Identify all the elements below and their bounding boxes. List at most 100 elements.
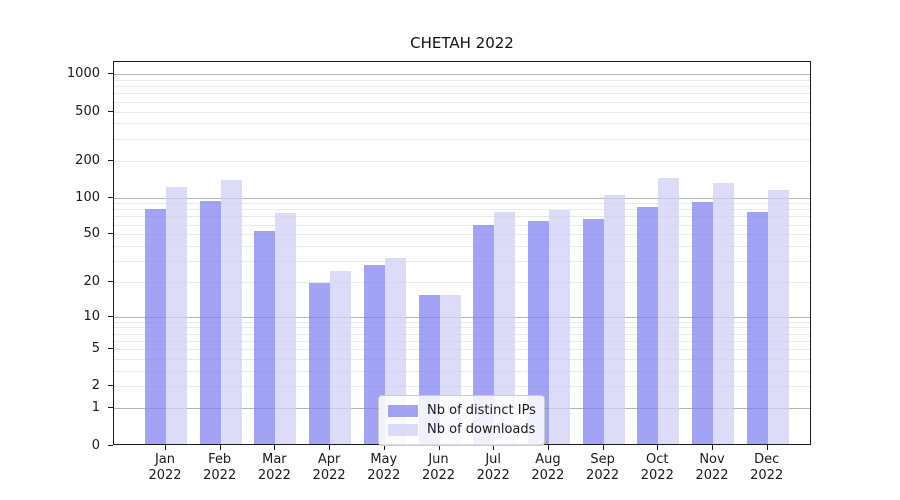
y-tick-label: 2 xyxy=(91,378,100,394)
x-tick-mark xyxy=(712,445,713,450)
x-tick-label: Aug 2022 xyxy=(531,452,565,483)
gridline-minor xyxy=(114,321,810,323)
x-tick-label: Nov 2022 xyxy=(695,452,729,483)
x-tick-mark xyxy=(383,445,385,450)
y-tick-mark xyxy=(108,159,113,161)
x-tick-mark xyxy=(438,445,440,450)
x-tick-label: Dec 2022 xyxy=(750,452,784,483)
bar-downloads-apr xyxy=(330,271,352,444)
bar-ips-sep xyxy=(582,218,604,444)
y-tick-label: 1 xyxy=(91,400,100,416)
gridline-minor xyxy=(114,340,810,342)
bar-ips-nov xyxy=(692,201,713,444)
bar-ips-apr xyxy=(309,283,331,444)
bar-ips-dec xyxy=(746,212,768,444)
y-tick-mark xyxy=(108,348,113,350)
y-tick-mark xyxy=(108,196,113,198)
x-tick-label: Jul 2022 xyxy=(476,452,510,483)
y-tick-label: 0 xyxy=(91,437,100,453)
gridline-minor xyxy=(114,359,810,361)
y-tick-mark xyxy=(108,110,113,112)
x-tick-mark xyxy=(329,445,331,450)
bar-ips-aug xyxy=(527,220,549,444)
x-tick-mark xyxy=(493,445,495,450)
bar-downloads-jul xyxy=(494,212,516,444)
gridline-minor xyxy=(114,203,810,205)
y-tick-mark xyxy=(108,407,113,409)
x-tick-label: Oct 2022 xyxy=(640,452,674,483)
x-tick-mark xyxy=(602,445,604,450)
y-tick-mark xyxy=(108,385,113,387)
y-tick-label: 500 xyxy=(75,103,100,119)
bar-ips-feb xyxy=(199,201,221,444)
bar-downloads-jan xyxy=(166,187,187,444)
bar-downloads-sep xyxy=(603,194,625,444)
legend-swatch-downloads xyxy=(388,423,418,436)
x-tick-mark xyxy=(274,445,276,450)
gridline-minor xyxy=(114,86,810,88)
gridline-minor xyxy=(114,224,810,226)
y-tick-mark xyxy=(108,233,113,235)
y-tick-mark xyxy=(108,73,113,75)
x-tick-label: May 2022 xyxy=(367,452,401,483)
x-tick-mark xyxy=(657,445,659,450)
y-tick-mark xyxy=(108,315,113,317)
x-tick-label: Sep 2022 xyxy=(586,452,620,483)
gridline-minor xyxy=(114,245,810,247)
gridline-major xyxy=(114,316,810,318)
gridline-minor xyxy=(114,216,810,218)
bar-downloads-aug xyxy=(548,209,570,444)
gridline-minor xyxy=(114,123,810,125)
gridline-minor xyxy=(114,80,810,81)
y-tick-label: 1000 xyxy=(66,66,100,82)
gridline-minor xyxy=(114,333,810,335)
bar-downloads-mar xyxy=(275,212,297,444)
y-tick-label: 20 xyxy=(83,273,100,289)
gridline-minor xyxy=(114,160,810,162)
plot-area xyxy=(113,61,811,445)
gridline-major xyxy=(114,74,810,76)
legend-item-distinct-ips: Nb of distinct IPs xyxy=(388,401,536,420)
bar-downloads-dec xyxy=(767,190,789,444)
chart-title: CHETAH 2022 xyxy=(410,34,514,52)
y-tick-mark xyxy=(108,280,113,282)
y-tick-label: 200 xyxy=(75,152,100,168)
gridline-minor xyxy=(114,234,810,236)
x-tick-label: Jun 2022 xyxy=(421,452,456,483)
bar-downloads-feb xyxy=(220,180,242,444)
gridline-minor xyxy=(114,327,810,329)
gridline-minor xyxy=(114,386,810,388)
x-tick-mark xyxy=(766,445,768,450)
y-tick-label: 5 xyxy=(91,341,100,357)
gridline-minor xyxy=(114,93,810,95)
bar-downloads-nov xyxy=(713,182,734,444)
gridline-minor xyxy=(114,349,810,351)
x-tick-mark xyxy=(165,445,166,450)
gridline-minor xyxy=(114,101,810,103)
gridline-minor xyxy=(114,111,810,113)
bar-ips-jan xyxy=(145,209,166,444)
bar-ips-mar xyxy=(254,230,276,444)
gridline-minor xyxy=(114,281,810,283)
gridline-minor xyxy=(114,209,810,211)
y-tick-label: 100 xyxy=(75,189,100,205)
legend-swatch-distinct-ips xyxy=(388,404,418,417)
bar-downloads-oct xyxy=(658,178,680,444)
gridline-minor xyxy=(114,138,810,140)
bar-ips-oct xyxy=(637,207,659,444)
x-tick-mark xyxy=(219,445,221,450)
bar-ips-jul xyxy=(473,224,495,444)
legend-item-downloads: Nb of downloads xyxy=(388,420,535,439)
gridline-major xyxy=(114,197,810,199)
legend-label-distinct-ips: Nb of distinct IPs xyxy=(427,403,536,418)
gridline-minor xyxy=(114,261,810,263)
y-tick-label: 50 xyxy=(83,226,100,242)
x-tick-label: Mar 2022 xyxy=(257,452,291,483)
legend: Nb of distinct IPs Nb of downloads xyxy=(378,395,545,446)
x-tick-label: Apr 2022 xyxy=(312,452,346,483)
y-tick-mark xyxy=(108,444,113,446)
x-tick-label: Jan 2022 xyxy=(148,452,182,483)
y-tick-label: 10 xyxy=(83,308,100,324)
x-tick-label: Feb 2022 xyxy=(203,452,237,483)
